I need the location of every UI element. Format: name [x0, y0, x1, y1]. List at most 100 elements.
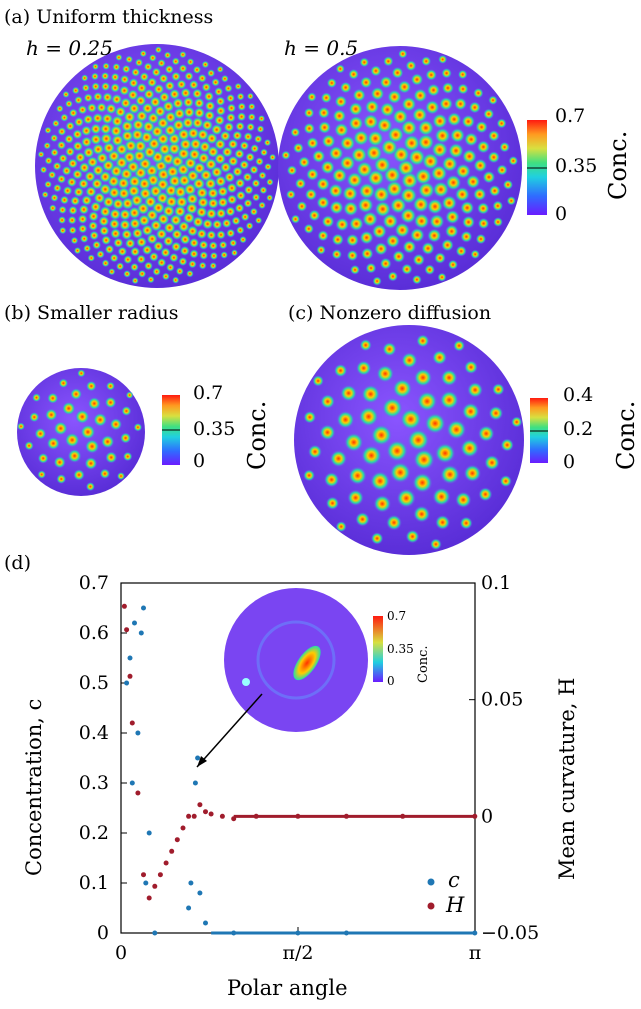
concentration-spot	[214, 175, 227, 188]
concentration-spot	[166, 263, 175, 272]
concentration-spot	[317, 106, 330, 119]
concentration-spot	[81, 83, 90, 92]
concentration-spot	[112, 62, 121, 72]
concentration-spot	[136, 82, 148, 94]
concentration-spot	[331, 233, 344, 246]
concentration-spot	[251, 178, 261, 188]
concentration-spot	[332, 109, 347, 123]
concentration-spot	[352, 129, 370, 147]
concentration-spot	[482, 170, 496, 184]
concentration-spot	[182, 211, 195, 224]
concentration-spot	[401, 96, 417, 112]
concentration-spot	[101, 113, 114, 125]
concentration-spot	[321, 134, 336, 149]
concentration-spot	[131, 277, 139, 285]
data-point-c	[152, 930, 158, 936]
panel-b-title: (b) Smaller radius	[4, 302, 179, 324]
concentration-spot	[441, 67, 452, 79]
concentration-spot	[123, 270, 131, 278]
concentration-spot	[432, 113, 448, 129]
concentration-spot	[477, 217, 490, 230]
concentration-spot	[68, 226, 77, 235]
concentration-spot	[155, 228, 168, 240]
concentration-spot	[210, 123, 223, 136]
concentration-spot	[214, 87, 224, 97]
concentration-spot	[41, 191, 49, 199]
concentration-spot	[413, 368, 433, 387]
concentration-spot	[75, 409, 90, 425]
concentration-spot	[454, 97, 467, 111]
concentration-spot	[117, 246, 128, 257]
concentration-spot	[365, 144, 383, 162]
concentration-spot	[78, 178, 90, 190]
concentration-spot	[74, 117, 84, 127]
data-point-c	[141, 605, 146, 611]
concentration-spot	[153, 240, 164, 252]
concentration-spot	[350, 146, 368, 164]
concentration-spot	[198, 261, 207, 270]
data-point-c	[188, 880, 194, 886]
concentration-spot	[243, 132, 253, 142]
concentration-spot	[61, 401, 76, 416]
concentration-spot	[91, 82, 101, 91]
concentration-spot	[249, 165, 259, 175]
concentration-spot	[374, 200, 392, 218]
concentration-spot	[370, 532, 384, 545]
concentration-spot	[85, 186, 97, 198]
concentration-spot	[90, 123, 102, 135]
concentration-spot	[110, 72, 120, 82]
concentration-spot	[109, 418, 123, 431]
concentration-spot	[405, 529, 420, 544]
concentration-spot	[328, 183, 344, 199]
concentration-spot	[488, 95, 498, 105]
concentration-spot	[184, 71, 194, 82]
inset-arrow-head	[197, 756, 207, 767]
concentration-spot	[29, 412, 40, 423]
concentration-spot	[58, 378, 69, 389]
data-point-c	[132, 620, 137, 626]
inset-arrow	[196, 693, 263, 768]
concentration-spot	[417, 133, 435, 151]
concentration-spot	[483, 108, 495, 120]
concentration-spot	[455, 491, 472, 508]
concentration-spot	[221, 146, 233, 158]
concentration-spot	[453, 339, 465, 352]
concentration-spot	[414, 167, 433, 186]
concentration-spot	[446, 112, 462, 127]
concentration-spot	[226, 228, 236, 238]
concentration-spot	[236, 92, 245, 101]
concentration-spot	[386, 514, 402, 531]
concentration-spot	[207, 197, 219, 210]
concentration-spot	[119, 219, 131, 231]
concentration-spot	[424, 264, 436, 276]
concentration-spot	[217, 185, 229, 198]
concentration-spot	[219, 161, 232, 174]
concentration-spot	[139, 71, 150, 82]
concentration-spot	[100, 71, 110, 81]
concentration-spot	[68, 108, 78, 118]
concentration-spot	[44, 126, 52, 134]
colorbar-b-tick-mid: 0.35	[193, 418, 236, 440]
concentration-spot	[96, 250, 105, 259]
concentration-spot	[236, 226, 245, 235]
concentration-spot	[187, 126, 200, 140]
concentration-spot	[225, 112, 236, 123]
concentration-spot	[263, 138, 272, 147]
concentration-spot	[232, 166, 243, 177]
y-right-tick-label: −0.05	[481, 922, 539, 944]
concentration-spot	[312, 375, 324, 387]
panel-a-h-left-label: h = 0.25	[26, 36, 113, 60]
concentration-spot	[100, 81, 111, 92]
concentration-spot	[237, 102, 247, 111]
concentration-spot	[460, 230, 473, 243]
concentration-spot	[47, 170, 57, 180]
concentration-spot	[234, 82, 242, 91]
concentration-spot	[478, 487, 493, 502]
concentration-spot	[158, 73, 169, 84]
concentration-spot	[143, 88, 155, 101]
data-point-c	[124, 680, 130, 686]
concentration-spot	[424, 412, 446, 434]
concentration-spot	[464, 132, 479, 147]
concentration-spot	[465, 174, 481, 189]
concentration-spot	[105, 451, 118, 464]
